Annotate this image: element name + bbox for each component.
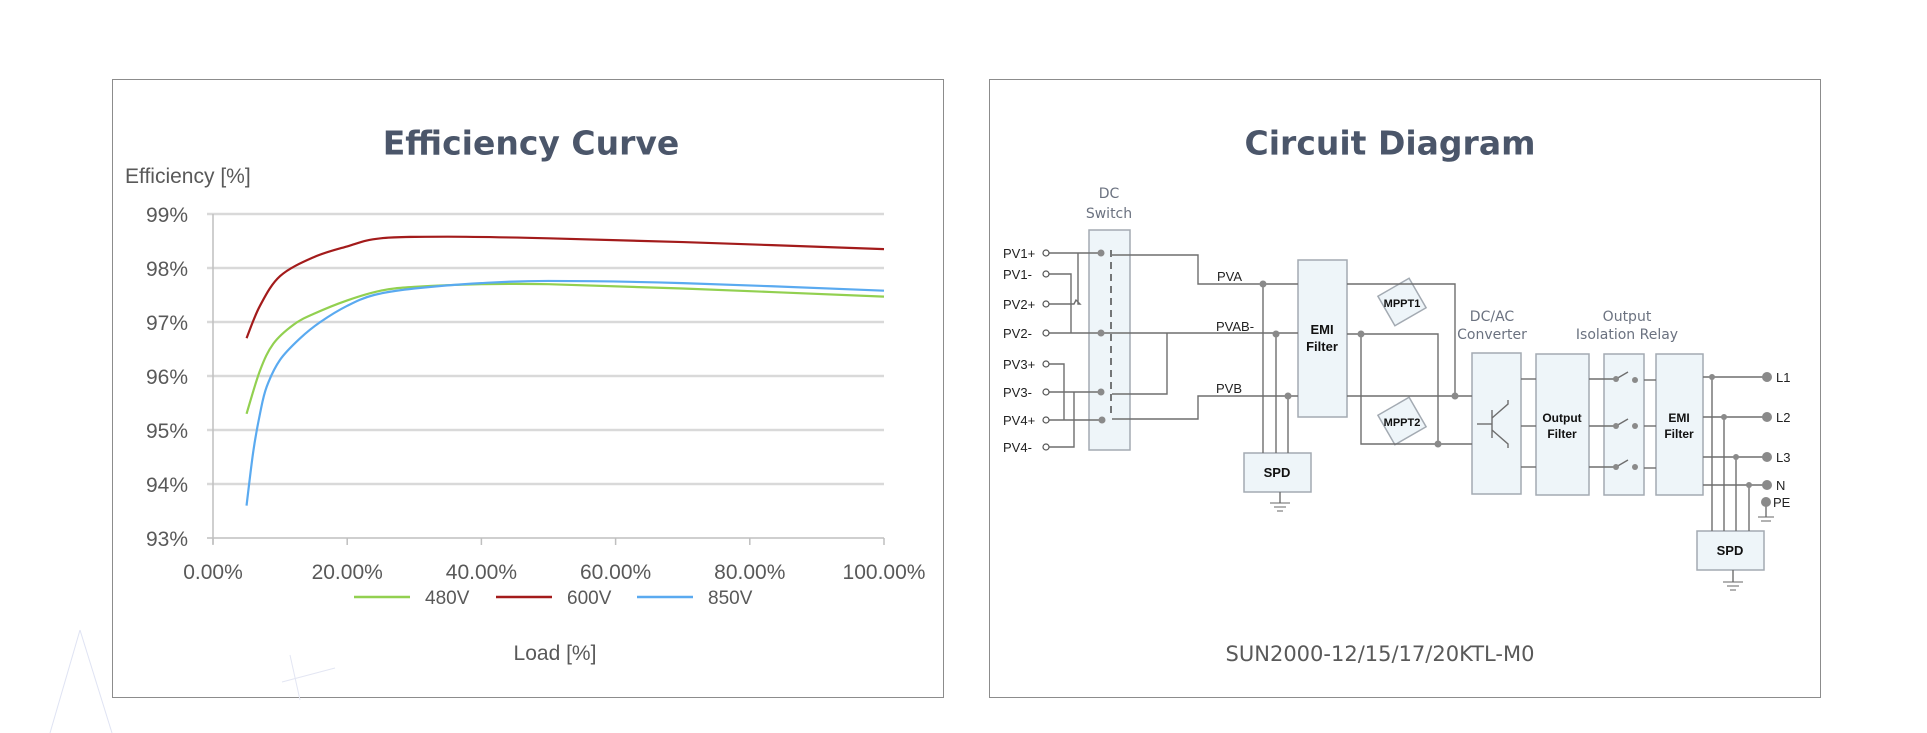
- dc-switch-label: DC: [1099, 186, 1120, 202]
- spd-2-box: [1696, 530, 1765, 571]
- pv-label: PV2-: [1003, 326, 1032, 341]
- mppt1-label: MPPT1: [1384, 298, 1421, 310]
- pv-label: PV3-: [1003, 385, 1032, 400]
- mppt2-box: [1376, 396, 1428, 446]
- output-filter-label: Output: [1542, 411, 1581, 425]
- emi-filter-box: [1297, 259, 1348, 418]
- dc-switch-box: [1088, 229, 1131, 451]
- nodes: [1042, 249, 1772, 507]
- series-line-600V: [245, 235, 885, 339]
- bus-label-pva: PVA: [1217, 269, 1242, 284]
- legend-label: 480V: [425, 588, 470, 609]
- bus-label-pvb: PVB: [1216, 381, 1242, 396]
- y-tick-label: 95%: [146, 420, 188, 443]
- x-tick-label: 40.00%: [446, 561, 517, 584]
- pv-label: PV4+: [1003, 413, 1035, 428]
- relay-label: Isolation Relay: [1576, 327, 1678, 343]
- x-tick-label: 0.00%: [183, 561, 243, 584]
- output-filter-label: Filter: [1547, 427, 1577, 441]
- relay-box: [1603, 353, 1645, 496]
- spd-2-label: SPD: [1717, 543, 1744, 558]
- converter-label: DC/AC: [1470, 309, 1515, 325]
- emi-filter-2-box: [1655, 353, 1704, 496]
- y-tick-label: 97%: [146, 312, 188, 335]
- legend-label: 600V: [567, 588, 612, 609]
- y-axis-label: Efficiency [%]: [125, 165, 251, 188]
- spd-label: SPD: [1264, 465, 1291, 480]
- y-tick-label: 93%: [146, 528, 188, 551]
- pv-label: PV1+: [1003, 246, 1035, 261]
- x-tick-label: 80.00%: [714, 561, 785, 584]
- wires: [1046, 250, 1774, 591]
- emi-filter-label: EMI: [1310, 322, 1333, 337]
- pv-label: PV4-: [1003, 440, 1032, 455]
- converter-label: Converter: [1457, 327, 1527, 343]
- y-tick-label: 98%: [146, 258, 188, 281]
- x-tick-label: 60.00%: [580, 561, 651, 584]
- series-line-480V: [245, 282, 885, 415]
- output-label-l2: L2: [1776, 410, 1790, 425]
- y-tick-label: 96%: [146, 366, 188, 389]
- x-tick-label: 100.00%: [843, 561, 926, 584]
- efficiency-panel: [112, 79, 944, 698]
- y-tick-label: 94%: [146, 474, 188, 497]
- dc-switch-label: Switch: [1086, 206, 1132, 222]
- emi-filter-2-label: EMI: [1668, 411, 1689, 425]
- y-tick-label: 99%: [146, 204, 188, 227]
- mppt2-label: MPPT2: [1384, 417, 1421, 429]
- pv-label: PV3+: [1003, 357, 1035, 372]
- x-tick-label: 20.00%: [312, 561, 383, 584]
- emi-filter-label: Filter: [1306, 339, 1338, 354]
- chart-title: Efficiency Curve: [382, 123, 680, 163]
- pv-label: PV1-: [1003, 267, 1032, 282]
- output-label-n: N: [1776, 478, 1785, 493]
- legend-label: 850V: [708, 588, 753, 609]
- series-line-850V: [245, 279, 885, 506]
- x-axis-label: Load [%]: [513, 642, 597, 665]
- model-name: SUN2000-12/15/17/20KTL-M0: [1225, 642, 1535, 666]
- bus-label-pvab: PVAB-: [1216, 319, 1254, 334]
- mppt1-box: [1376, 277, 1428, 327]
- pv-labels: PV1+ PV1- PV2+ PV2- PV3+ PV3- PV4+ PV4-: [1003, 246, 1035, 455]
- relay-label: Output: [1603, 309, 1652, 325]
- spd-box: [1243, 452, 1312, 493]
- output-label-l1: L1: [1776, 370, 1790, 385]
- pv-label: PV2+: [1003, 297, 1035, 312]
- circuit-title: Circuit Diagram: [1244, 123, 1536, 163]
- output-label-l3: L3: [1776, 450, 1790, 465]
- emi-filter-2-label: Filter: [1664, 427, 1694, 441]
- output-label-pe: PE: [1773, 495, 1791, 510]
- output-filter-box: [1535, 353, 1590, 496]
